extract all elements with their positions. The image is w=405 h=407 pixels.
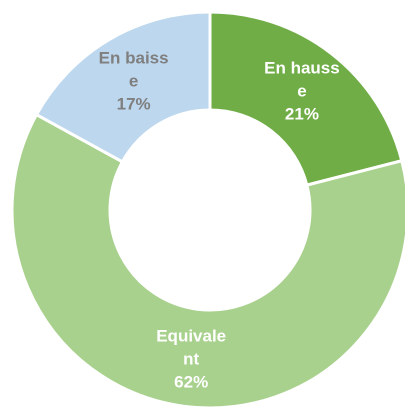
donut-segment bbox=[208, 10, 404, 187]
category-label: Equivalent bbox=[156, 326, 227, 369]
value-label: 17% bbox=[116, 94, 151, 114]
donut-segment bbox=[34, 10, 212, 164]
value-label: 62% bbox=[174, 372, 209, 392]
data-label: En hausse 21% bbox=[263, 57, 341, 126]
data-label: Equivalent 62% bbox=[152, 324, 230, 393]
data-label: En baisse 17% bbox=[95, 46, 173, 115]
donut-segment bbox=[10, 112, 405, 407]
category-label: En hausse bbox=[264, 58, 340, 101]
category-label: En baisse bbox=[98, 48, 169, 91]
value-label: 21% bbox=[284, 104, 319, 124]
